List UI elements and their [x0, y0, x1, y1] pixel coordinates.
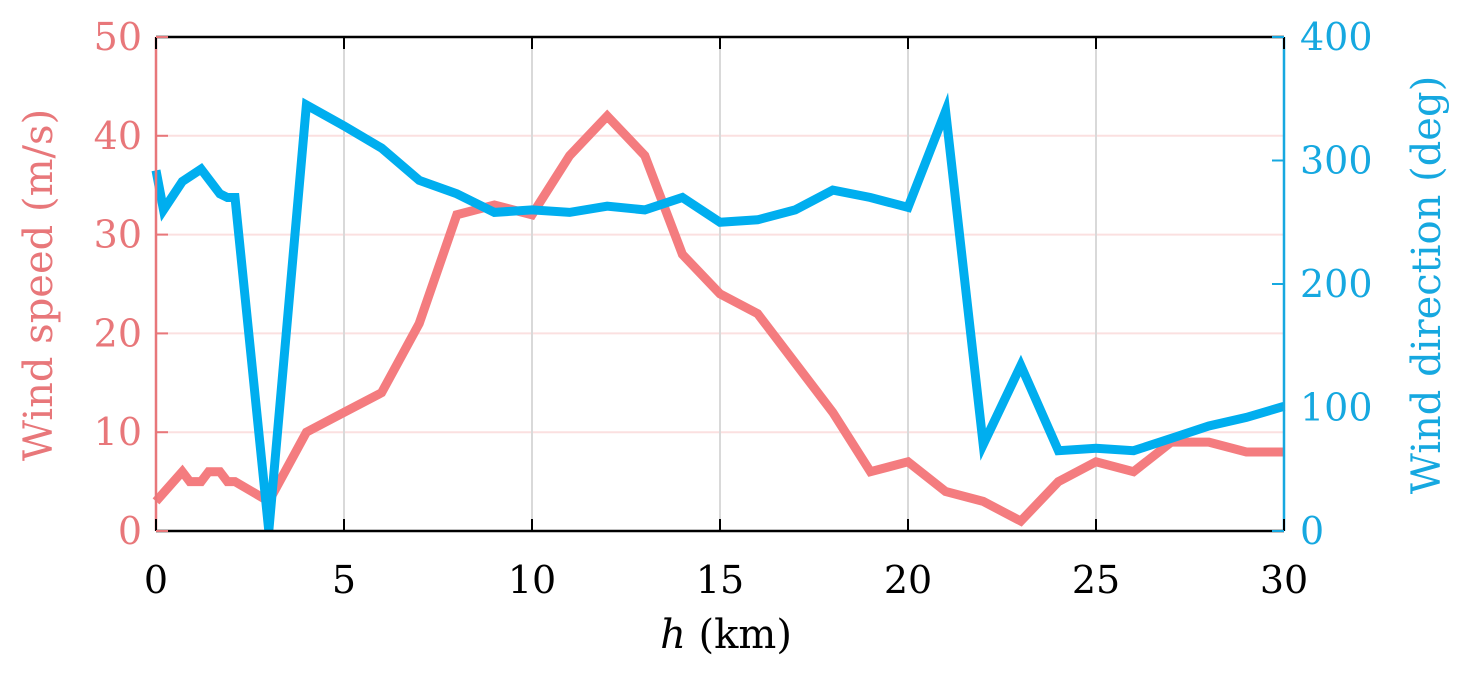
x-tick-label: 15	[696, 558, 744, 602]
y-right-tick-label: 300	[1300, 139, 1373, 183]
x-axis-label: h (km)	[660, 612, 792, 658]
wind-speed-line	[152, 109, 1284, 527]
y-left-tick-label: 40	[94, 114, 142, 158]
x-tick-label: 30	[1260, 558, 1308, 602]
x-tick-label: 25	[1072, 558, 1120, 602]
y-left-tick-label: 20	[94, 311, 142, 355]
x-axis-label-variable: h	[660, 612, 686, 658]
y-axis-right-label: Wind direction (deg)	[1404, 76, 1450, 494]
x-tick-label: 5	[332, 558, 356, 602]
y-left-tick-label: 0	[118, 509, 142, 553]
axes	[154, 35, 1286, 533]
wind-direction-line	[151, 92, 1286, 532]
y-right-tick-label: 100	[1300, 386, 1373, 430]
y-right-tick-label: 200	[1300, 262, 1373, 306]
y-axis-left-label: Wind speed (m/s)	[16, 109, 62, 461]
y-right-tick-label: 400	[1300, 15, 1373, 59]
x-tick-label: 20	[884, 558, 932, 602]
y-left-tick-label: 30	[94, 213, 142, 257]
x-tick-label: 10	[508, 558, 556, 602]
grid	[156, 37, 1284, 531]
y-left-tick-label: 50	[94, 15, 142, 59]
x-axis-label-unit: (km)	[699, 612, 792, 658]
series-layer	[151, 92, 1286, 532]
x-tick-label: 0	[144, 558, 168, 602]
y-left-tick-label: 10	[94, 410, 142, 454]
y-right-tick-label: 0	[1300, 509, 1324, 553]
